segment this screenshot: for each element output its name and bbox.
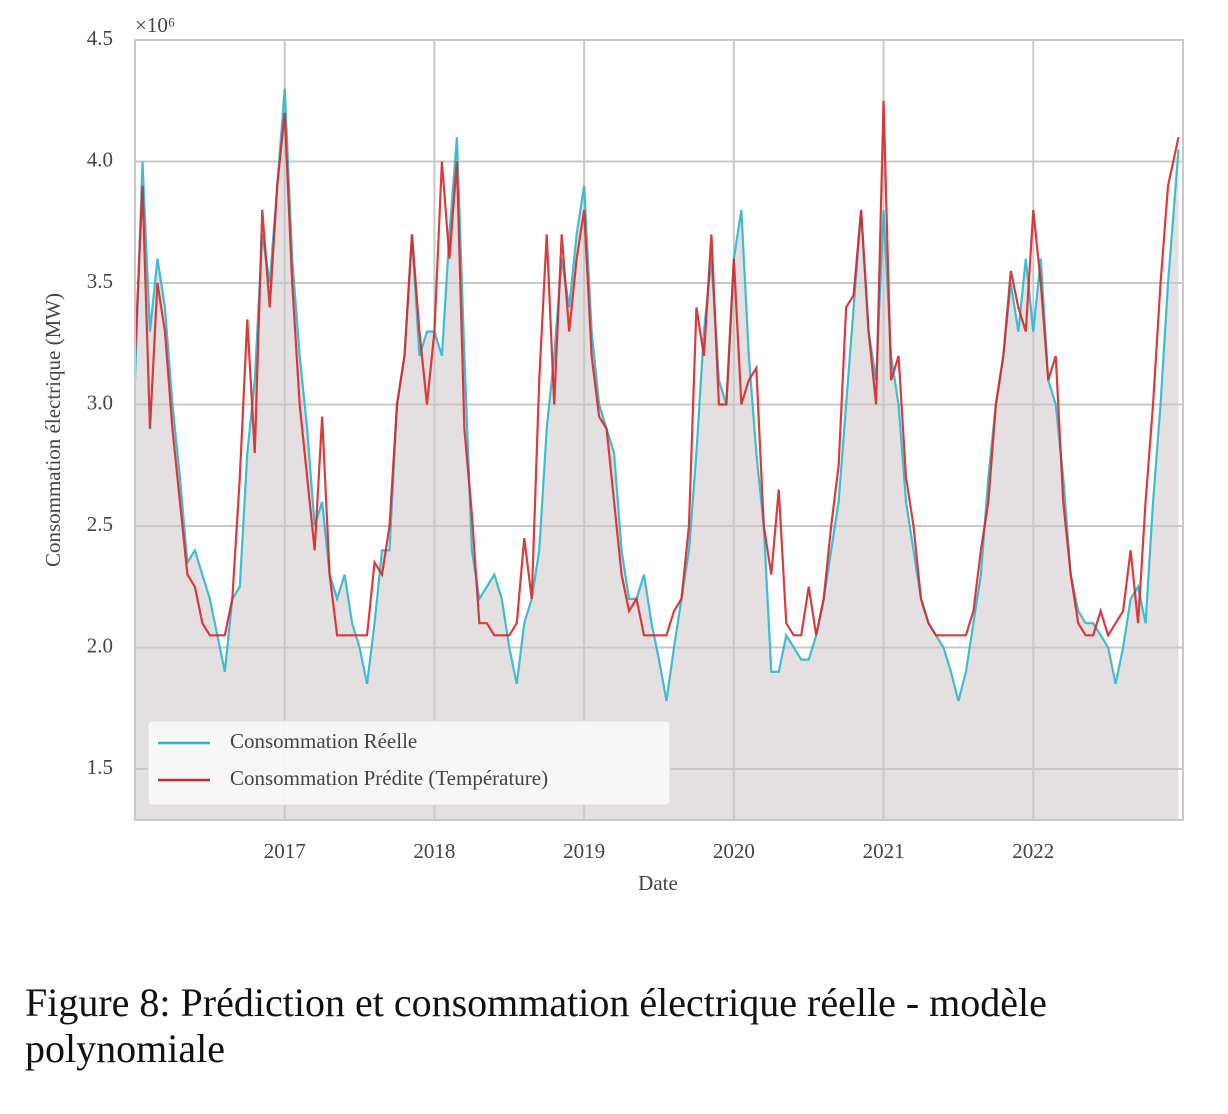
- figure-caption: Figure 8: Prédiction et consommation éle…: [25, 980, 1047, 1071]
- y-tick-label: 4.5: [87, 26, 113, 50]
- y-axis-label: Consommation électrique (MW): [41, 293, 65, 567]
- line-series: [133, 100, 1180, 638]
- y-tick-label: 2.0: [87, 633, 113, 657]
- plot-border: [134, 39, 1184, 821]
- chart: ×10⁶ Date Consommation électrique (MW) 1…: [41, 13, 1184, 895]
- legend-label: Consommation Réelle: [230, 729, 417, 753]
- legend: Consommation Réelle Consommation Prédite …: [147, 720, 671, 806]
- x-tick-label: 2018: [413, 839, 455, 863]
- area-fill: [135, 88, 1179, 820]
- x-tick-label: 2020: [713, 839, 755, 863]
- x-axis-label: Date: [638, 871, 678, 895]
- y-tick-label: 3.0: [87, 390, 113, 414]
- y-offset-label: ×10⁶: [135, 13, 175, 37]
- y-tick-label: 1.5: [87, 755, 113, 779]
- y-tick-label: 2.5: [87, 512, 113, 536]
- x-tick-label: 2019: [563, 839, 605, 863]
- x-tick-label: 2021: [863, 839, 905, 863]
- y-tick-label: 4.0: [87, 147, 113, 171]
- x-tick-label: 2017: [264, 839, 306, 863]
- x-tick-label: 2022: [1012, 839, 1054, 863]
- y-tick-label: 3.5: [87, 269, 113, 293]
- legend-label: Consommation Prédite (Température): [230, 766, 548, 790]
- legend-box: [147, 720, 671, 806]
